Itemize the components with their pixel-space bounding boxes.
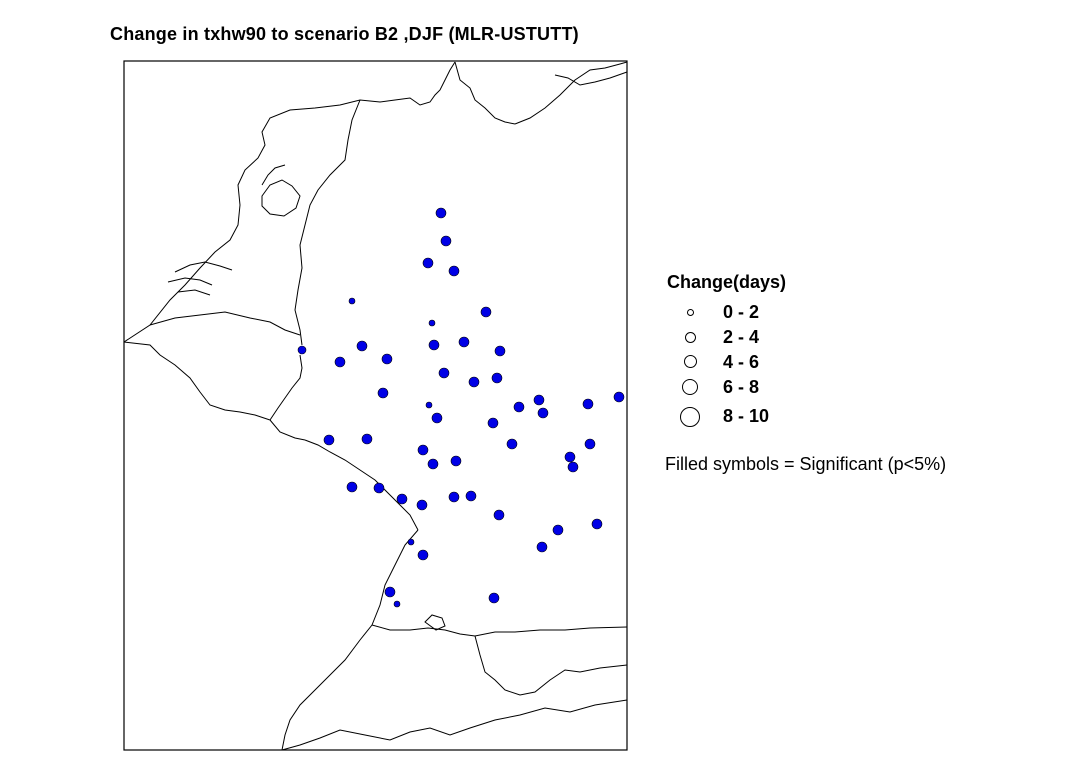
station-marker <box>297 345 307 355</box>
station-marker <box>491 372 503 384</box>
station-marker <box>356 340 368 352</box>
lake-constance <box>424 614 446 631</box>
border-be-nl <box>149 311 301 336</box>
station-marker <box>381 353 393 365</box>
legend: Change(days) 0 - 2 2 - 4 4 - 6 6 - 8 8 -… <box>664 272 1044 492</box>
station-marker <box>425 401 433 409</box>
border-ch-it <box>281 699 628 751</box>
station-marker <box>536 541 548 553</box>
border-de-pl <box>554 71 628 86</box>
station-marker <box>582 398 594 410</box>
station-marker <box>584 438 596 450</box>
station-marker <box>417 549 429 561</box>
station-marker <box>373 482 385 494</box>
station-marker <box>435 207 447 219</box>
country-boundaries <box>123 61 628 751</box>
station-marker <box>591 518 603 530</box>
legend-label-4-6: 4 - 6 <box>723 352 760 372</box>
station-marker <box>377 387 389 399</box>
station-marker <box>448 491 460 503</box>
station-marker <box>494 345 506 357</box>
legend-label-8-10: 8 - 10 <box>723 406 770 426</box>
station-marker <box>396 493 408 505</box>
station-marker <box>506 438 518 450</box>
station-marker <box>361 433 373 445</box>
legend-row-6-8: 6 - 8 <box>664 377 864 399</box>
station-marker <box>468 376 480 388</box>
station-marker <box>438 367 450 379</box>
map-title: Change in txhw90 to scenario B2 ,DJF (ML… <box>110 24 579 44</box>
legend-title: Change(days) <box>667 272 787 292</box>
border-ch-de <box>371 624 628 637</box>
legend-symbol-2-4 <box>685 332 696 343</box>
station-marker <box>440 235 452 247</box>
station-marker <box>493 509 505 521</box>
border-fr-ch <box>281 529 419 751</box>
legend-symbol-6-8 <box>682 379 698 395</box>
station-marker <box>487 417 499 429</box>
station-marker <box>450 455 462 467</box>
station-marker <box>465 490 477 502</box>
station-marker <box>427 458 439 470</box>
station-marker <box>480 306 492 318</box>
station-marker <box>393 600 401 608</box>
station-marker <box>428 339 440 351</box>
legend-symbol-0-2 <box>687 309 694 316</box>
legend-label-6-8: 6 - 8 <box>723 377 760 397</box>
station-marker <box>334 356 346 368</box>
station-marker <box>613 391 625 403</box>
baltic-coast <box>514 61 628 125</box>
station-marker <box>567 461 579 473</box>
station-marker <box>537 407 549 419</box>
border-be-fr <box>123 341 271 421</box>
station-marker <box>346 481 358 493</box>
wadden-island <box>261 164 286 186</box>
border-fr-de <box>304 439 419 531</box>
station-marker <box>513 401 525 413</box>
delta-islands <box>167 261 233 296</box>
legend-row-8-10: 8 - 10 <box>664 404 864 427</box>
station-marker <box>348 297 356 305</box>
station-marker <box>416 499 428 511</box>
legend-symbol-4-6 <box>684 355 697 368</box>
station-marker <box>488 592 500 604</box>
station-marker <box>552 524 564 536</box>
station-marker <box>417 444 429 456</box>
legend-row-0-2: 0 - 2 <box>664 302 864 324</box>
station-marker <box>564 451 576 463</box>
ijsselmeer <box>261 179 301 217</box>
station-markers <box>297 207 625 608</box>
legend-label-0-2: 0 - 2 <box>723 302 760 322</box>
station-marker <box>422 257 434 269</box>
legend-note: Filled symbols = Significant (p<5%) <box>665 454 947 474</box>
station-marker <box>384 586 396 598</box>
border-ch-at <box>474 635 628 696</box>
legend-row-2-4: 2 - 4 <box>664 327 864 349</box>
border-lu <box>269 354 306 441</box>
border-nl-de <box>294 99 361 346</box>
station-marker <box>323 434 335 446</box>
station-marker <box>428 319 436 327</box>
legend-label-2-4: 2 - 4 <box>723 327 760 347</box>
station-marker <box>458 336 470 348</box>
station-marker <box>448 265 460 277</box>
legend-symbol-8-10 <box>680 407 700 427</box>
legend-row-4-6: 4 - 6 <box>664 352 864 374</box>
coastline-east <box>454 61 516 125</box>
station-marker <box>533 394 545 406</box>
station-marker <box>431 412 443 424</box>
map-frame <box>123 60 628 751</box>
coastline <box>123 61 456 343</box>
station-marker <box>407 538 415 546</box>
